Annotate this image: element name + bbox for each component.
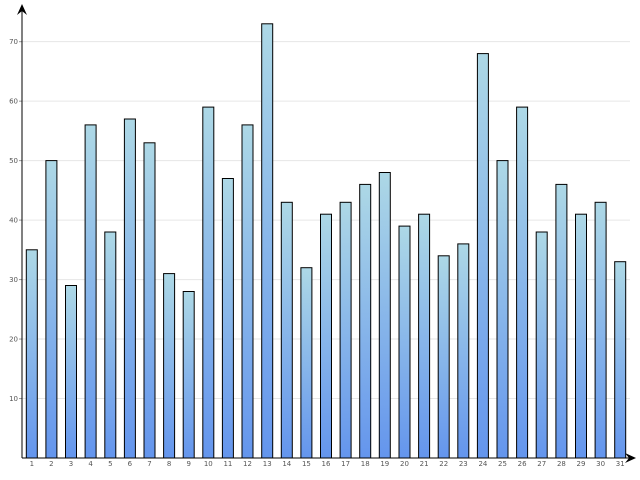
bar-21 <box>418 213 431 459</box>
bar-11 <box>221 178 234 459</box>
x-tick-label: 25 <box>498 460 507 468</box>
bar-25 <box>496 160 509 459</box>
x-tick-label: 11 <box>223 460 232 468</box>
x-tick-label: 8 <box>167 460 171 468</box>
bar-4 <box>84 124 97 459</box>
bar-28 <box>555 183 568 459</box>
x-tick-label: 24 <box>478 460 487 468</box>
bar-20 <box>398 225 411 459</box>
bar-15 <box>300 267 313 459</box>
x-tick-label: 23 <box>459 460 468 468</box>
x-tick-label: 4 <box>88 460 93 468</box>
x-tick-label: 30 <box>596 460 605 468</box>
x-tick-label: 21 <box>420 460 429 468</box>
bar-10 <box>202 106 215 459</box>
bar-26 <box>516 106 529 459</box>
bar-9 <box>182 291 195 459</box>
x-tick-label: 5 <box>108 460 112 468</box>
x-tick-label: 31 <box>616 460 625 468</box>
bar-3 <box>65 285 77 459</box>
bar-24 <box>476 53 489 459</box>
bars <box>25 23 627 459</box>
x-tick-labels: 1 2 3 4 5 6 7 8 9 10 11 12 13 14 15 16 17 18 19 20 21 22 23 24 2… <box>30 460 625 468</box>
x-tick-label: 22 <box>439 460 448 468</box>
bar-12 <box>241 124 254 459</box>
y-tick-label: 20 <box>9 336 18 344</box>
bar-1 <box>25 249 38 459</box>
x-tick-label: 26 <box>518 460 527 468</box>
bar-27 <box>535 231 548 459</box>
x-tick-label: 16 <box>322 460 331 468</box>
x-tick-label: 19 <box>380 460 389 468</box>
bar-7 <box>143 142 156 459</box>
bar-13 <box>261 23 274 459</box>
bar-23 <box>457 243 470 459</box>
x-tick-label: 7 <box>147 460 151 468</box>
x-tick-label: 29 <box>577 460 586 468</box>
y-tick-label: 30 <box>9 276 18 284</box>
bar-14 <box>280 201 293 459</box>
x-tick-label: 3 <box>69 460 73 468</box>
x-tick-label: 15 <box>302 460 311 468</box>
y-tick-labels: 10 20 30 40 50 60 70 <box>9 38 22 403</box>
x-tick-label: 2 <box>49 460 53 468</box>
x-tick-label: 20 <box>400 460 409 468</box>
bar-29 <box>575 213 587 459</box>
bar-18 <box>359 183 372 459</box>
x-tick-label: 1 <box>30 460 34 468</box>
y-axis-arrow-icon <box>17 4 27 15</box>
bar-22 <box>437 255 450 459</box>
bar-8 <box>163 273 176 459</box>
axes <box>17 4 636 463</box>
x-tick-label: 17 <box>341 460 350 468</box>
x-tick-label: 9 <box>186 460 190 468</box>
bar-2 <box>45 160 58 459</box>
y-tick-label: 50 <box>9 157 18 165</box>
y-tick-label: 10 <box>9 395 18 403</box>
y-tick-label: 60 <box>9 98 18 106</box>
bar-5 <box>104 231 117 459</box>
x-tick-label: 28 <box>557 460 566 468</box>
x-tick-label: 14 <box>282 460 291 468</box>
bar-31 <box>614 261 627 459</box>
bar-16 <box>320 213 332 459</box>
bar-6 <box>123 118 136 459</box>
bar-30 <box>594 201 607 459</box>
x-tick-label: 13 <box>263 460 272 468</box>
x-tick-label: 12 <box>243 460 252 468</box>
bar-19 <box>378 172 391 459</box>
y-tick-label: 70 <box>9 38 18 46</box>
y-tick-label: 40 <box>9 217 18 225</box>
x-tick-label: 18 <box>361 460 370 468</box>
bar-17 <box>339 201 352 459</box>
x-tick-label: 10 <box>204 460 213 468</box>
x-axis-arrow-icon <box>625 453 636 463</box>
x-tick-label: 27 <box>537 460 546 468</box>
x-tick-label: 6 <box>128 460 133 468</box>
